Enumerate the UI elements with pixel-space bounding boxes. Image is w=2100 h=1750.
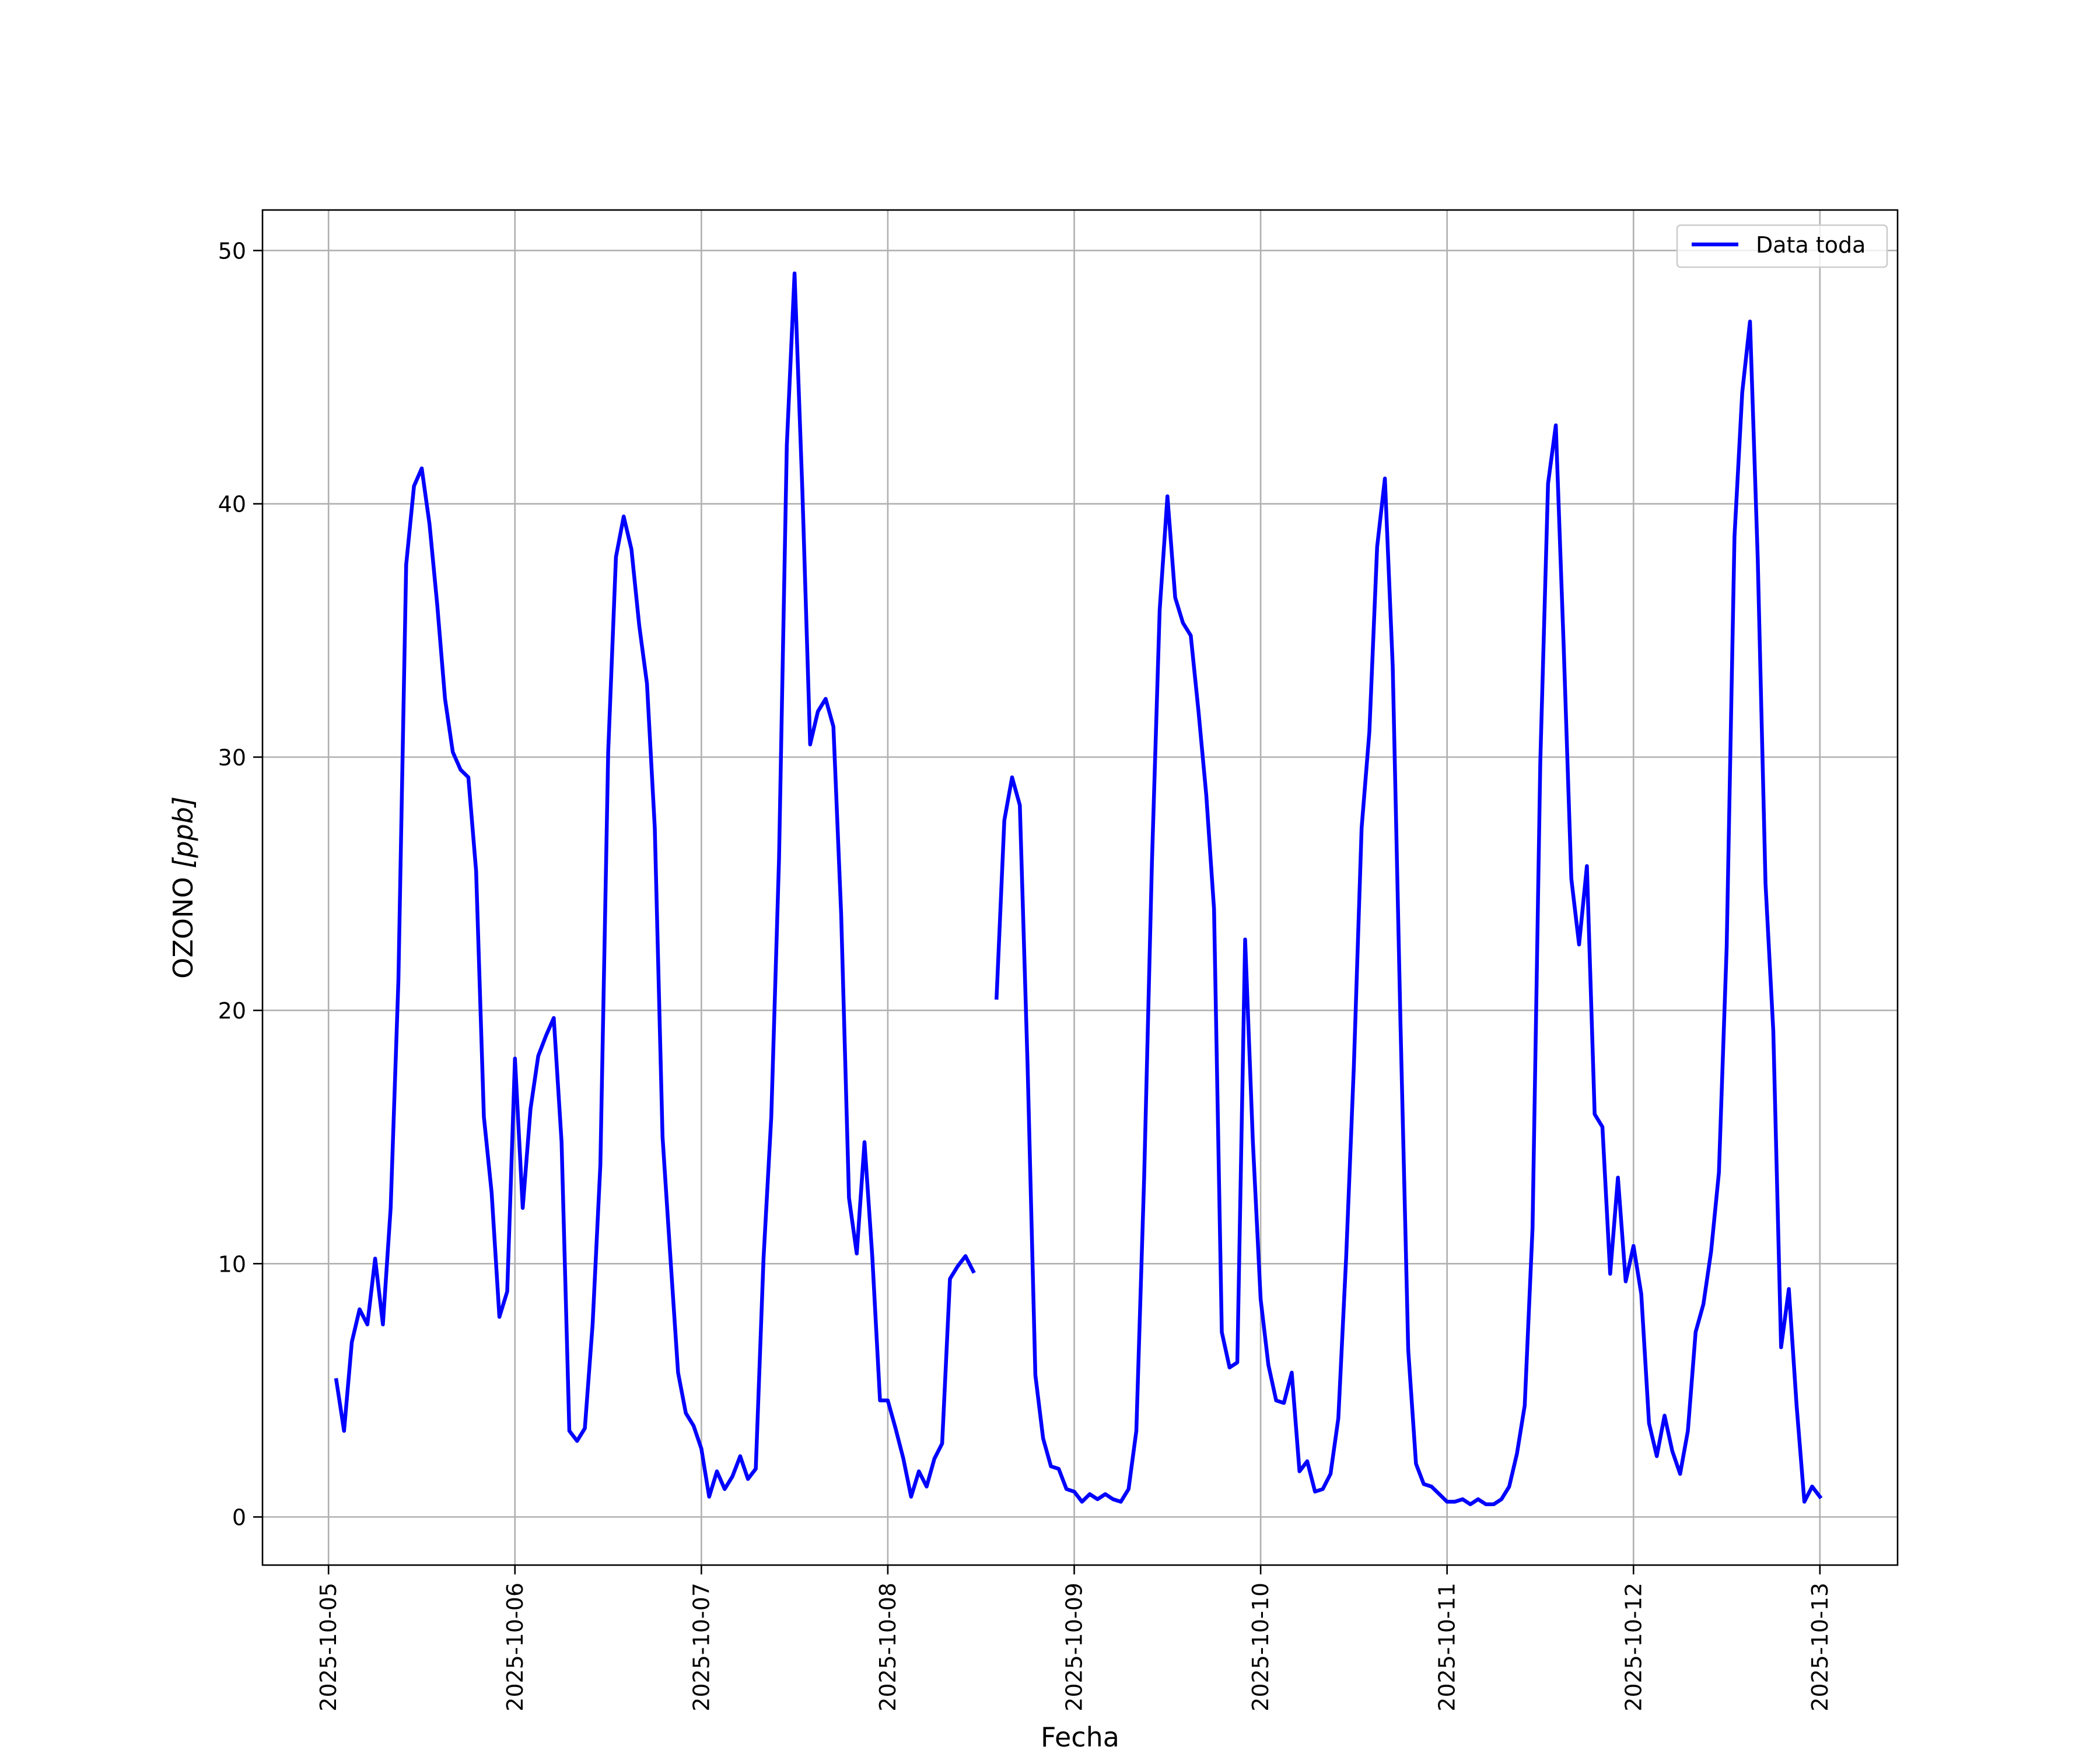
x-tick-label: 2025-10-06 — [502, 1583, 528, 1712]
y-axis-title-unit: [ppb] — [167, 796, 199, 869]
x-tick-label: 2025-10-11 — [1434, 1583, 1460, 1712]
x-tick-label: 2025-10-07 — [688, 1583, 714, 1712]
y-tick-label: 20 — [218, 998, 246, 1024]
x-axis-ticks: 2025-10-05 2025-10-06 2025-10-07 2025-10-08… — [316, 1565, 1833, 1712]
series-line-segment-2 — [995, 319, 1823, 1507]
x-tick-label: 2025-10-09 — [1062, 1583, 1087, 1712]
x-tick-label: 2025-10-08 — [875, 1583, 901, 1712]
x-axis-title: Fecha — [1041, 1721, 1119, 1750]
y-axis-title-text: OZONO — [167, 869, 199, 979]
x-tick-label: 2025-10-13 — [1807, 1583, 1833, 1712]
legend-label: Data toda — [1756, 232, 1866, 258]
y-axis-ticks: 0 10 20 30 40 50 — [218, 238, 262, 1531]
y-axis-title: OZONO [ppb] — [167, 796, 199, 979]
series-line-segment-1 — [334, 271, 976, 1499]
y-tick-label: 30 — [218, 745, 246, 771]
legend-box — [1676, 224, 1888, 268]
y-tick-label: 10 — [218, 1251, 246, 1277]
series-points — [336, 273, 1820, 1504]
x-tick-label: 2025-10-05 — [316, 1583, 341, 1712]
y-tick-label: 50 — [218, 238, 246, 264]
y-tick-label: 0 — [232, 1505, 246, 1531]
legend: Data toda — [1676, 224, 1888, 268]
x-tick-label: 2025-10-10 — [1248, 1583, 1273, 1712]
x-tick-label: 2025-10-12 — [1620, 1583, 1646, 1712]
series-layer — [334, 271, 1823, 1507]
plot-frame — [261, 209, 1899, 1566]
grid-lines — [262, 210, 1898, 1565]
y-tick-label: 40 — [218, 492, 246, 517]
